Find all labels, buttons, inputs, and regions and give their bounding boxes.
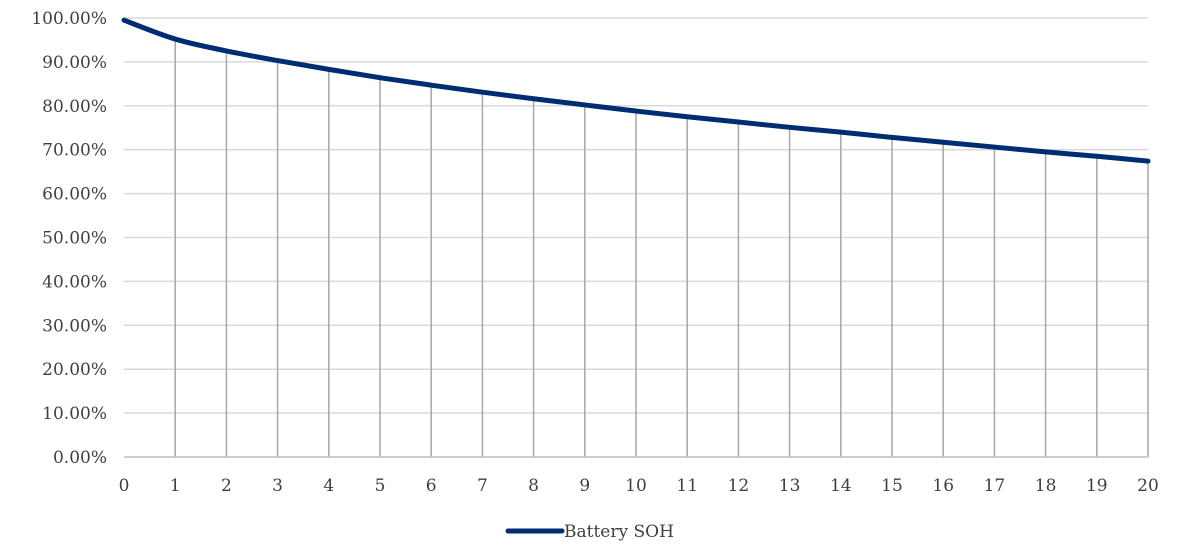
x-tick-label: 15 (881, 476, 903, 496)
y-tick-label: 90.00% (42, 53, 107, 73)
x-tick-label: 3 (272, 476, 283, 496)
y-tick-label: 10.00% (42, 404, 107, 424)
series-line-battery-soh (121, 17, 1151, 164)
x-tick-label: 8 (528, 476, 539, 496)
y-tick-label: 50.00% (42, 229, 107, 249)
y-tick-label: 30.00% (42, 316, 107, 336)
x-axis-tick-labels: 0 1 2 3 4 5 6 7 8 9 10 11 12 13 14 15 16 17 18 19 20 (119, 476, 1159, 496)
x-tick-label: 5 (375, 476, 386, 496)
y-tick-label: 40.00% (42, 272, 107, 292)
y-tick-label: 0.00% (53, 448, 107, 468)
x-tick-label: 1 (170, 476, 181, 496)
y-tick-label: 60.00% (42, 185, 107, 205)
x-tick-label: 17 (984, 476, 1006, 496)
x-tick-label: 18 (1035, 476, 1057, 496)
x-tick-label: 12 (728, 476, 750, 496)
x-tick-label: 6 (426, 476, 437, 496)
y-axis-tick-labels: 0.00% 10.00% 20.00% 30.00% 40.00% 50.00% 60.00… (31, 9, 107, 468)
x-tick-label: 20 (1137, 476, 1159, 496)
legend-label: Battery SOH (564, 522, 674, 542)
drop-lines (174, 39, 1149, 457)
x-tick-label: 7 (477, 476, 488, 496)
x-tick-label: 16 (932, 476, 954, 496)
y-tick-label: 70.00% (42, 141, 107, 161)
y-tick-label: 20.00% (42, 360, 107, 380)
x-tick-label: 10 (625, 476, 647, 496)
x-tick-label: 13 (779, 476, 801, 496)
x-tick-label: 4 (323, 476, 334, 496)
x-tick-label: 19 (1086, 476, 1108, 496)
x-tick-label: 2 (221, 476, 232, 496)
x-tick-label: 0 (119, 476, 130, 496)
series-group (121, 17, 1151, 164)
legend: Battery SOH (505, 522, 674, 542)
y-tick-label: 100.00% (31, 9, 107, 29)
y-tick-label: 80.00% (42, 97, 107, 117)
x-tick-label: 9 (579, 476, 590, 496)
x-tick-label: 14 (830, 476, 852, 496)
x-tick-label: 11 (676, 476, 698, 496)
